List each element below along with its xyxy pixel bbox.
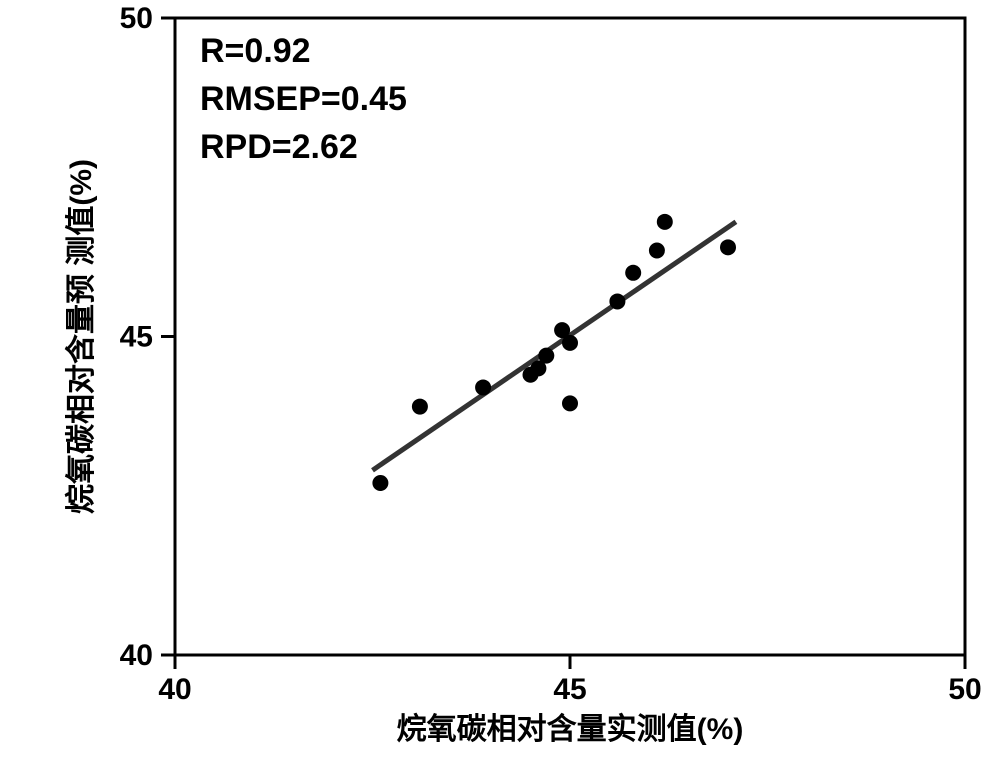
- y-tick-label: 40: [120, 639, 153, 672]
- data-point: [538, 348, 554, 364]
- data-point: [657, 214, 673, 230]
- annotation-text: R=0.92: [200, 32, 311, 70]
- y-tick-label: 45: [120, 321, 153, 354]
- y-axis-title: 烷氧碳相对含量预 测值(%): [64, 159, 98, 514]
- data-point: [649, 243, 665, 259]
- annotation-text: RMSEP=0.45: [200, 80, 407, 118]
- regression-line: [373, 222, 736, 470]
- data-point: [562, 395, 578, 411]
- x-tick-label: 45: [553, 673, 586, 706]
- data-point: [609, 293, 625, 309]
- data-point: [412, 399, 428, 415]
- data-point: [562, 335, 578, 351]
- x-tick-label: 50: [948, 673, 981, 706]
- x-axis-title: 烷氧碳相对含量实测值(%): [397, 712, 744, 746]
- data-point: [625, 265, 641, 281]
- chart-svg: 40 45 50 40 45 50 烷氧碳相对含量实测值(%) 烷氧碳相对含量预 测值(%) R…: [0, 0, 1000, 762]
- data-point: [372, 475, 388, 491]
- scatter-chart: 40 45 50 40 45 50 烷氧碳相对含量实测值(%) 烷氧碳相对含量预 测值(%) R…: [0, 0, 1000, 762]
- annotation-text: RPD=2.62: [200, 128, 358, 166]
- y-tick-label: 50: [120, 2, 153, 35]
- data-point: [475, 379, 491, 395]
- data-point: [720, 239, 736, 255]
- x-tick-label: 40: [158, 673, 191, 706]
